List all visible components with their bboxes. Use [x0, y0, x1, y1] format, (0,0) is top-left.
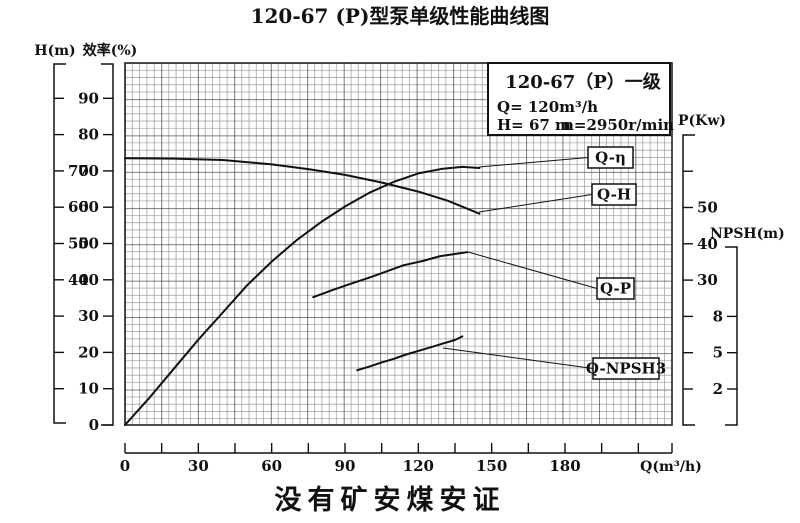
q-tick-label: 0: [120, 457, 130, 475]
spec-head-text: H= 67 m: [497, 116, 571, 134]
efficiency-axis-line: [101, 63, 114, 426]
curve-label-Q-P: Q-P: [600, 280, 631, 298]
page-title: 120-67 (P)型泵单级性能曲线图: [251, 4, 550, 28]
curve-Q-P: [312, 251, 469, 299]
power-axis-title: P(Kw): [678, 113, 726, 129]
efficiency-tick-label: 20: [78, 343, 99, 361]
q-tick-label: 180: [549, 457, 580, 475]
curve-label-box-Q-P: [596, 277, 635, 300]
efficiency-tick-label: 30: [78, 307, 99, 325]
power-tick-label: 50: [697, 199, 718, 217]
efficiency-tick-label: 90: [78, 89, 99, 107]
q-tick-label: 60: [261, 457, 282, 475]
flow-axis-title: Q(m³/h): [640, 459, 702, 475]
leader-Q-η: [478, 157, 589, 168]
curve-label-Q-H: Q-H: [597, 186, 631, 204]
head-tick-label: 60: [68, 198, 89, 216]
head-tick-label: 70: [68, 162, 89, 180]
efficiency-tick-label: 40: [78, 271, 99, 289]
plot-border: [124, 62, 673, 426]
spec-speed-text: n=2950r/min: [563, 116, 674, 134]
power-tick-label: 30: [697, 271, 718, 289]
q-tick-label: 120: [403, 457, 434, 475]
curve-Q-H: [124, 157, 481, 215]
npsh-axis-line: [725, 246, 738, 426]
watermark-text: 没有矿安煤安证: [275, 484, 506, 516]
efficiency-axis-title: 效率(%): [83, 42, 138, 59]
npsh-tick-label: 2: [713, 380, 723, 398]
npsh-tick-label: 5: [713, 344, 723, 362]
efficiency-tick-label: 80: [78, 126, 99, 144]
q-tick-label: 150: [476, 457, 507, 475]
head-tick-label: 40: [68, 271, 89, 289]
curve-Q-η: [124, 165, 481, 426]
leader-Q-H: [478, 194, 593, 213]
curve-Q-NPSH3: [356, 335, 464, 372]
head-tick-label: 50: [68, 235, 89, 253]
efficiency-tick-label: 70: [78, 162, 99, 180]
curve-label-box-Q-η: [587, 146, 634, 169]
spec-model-text: 120-67（P）一级: [505, 71, 662, 93]
curve-label-Q-η: Q-η: [595, 149, 626, 167]
leader-Q-NPSH3: [442, 347, 594, 369]
q-tick-label: 90: [335, 457, 356, 475]
efficiency-tick-label: 50: [78, 235, 99, 253]
npsh-tick-label: 8: [713, 307, 723, 325]
efficiency-tick-label: 0: [89, 416, 99, 434]
efficiency-tick-label: 10: [78, 380, 99, 398]
curve-label-Q-NPSH3: Q-NPSH3: [586, 360, 666, 378]
curve-label-box-Q-NPSH3: [592, 357, 660, 380]
power-tick-label: 40: [697, 235, 718, 253]
curve-label-box-Q-H: [591, 183, 637, 206]
efficiency-tick-label: 60: [78, 198, 99, 216]
leader-Q-P: [467, 251, 598, 289]
q-tick-label: 30: [188, 457, 209, 475]
head-axis-title: H(m): [34, 43, 75, 59]
npsh-axis-title: NPSH(m): [710, 226, 785, 242]
spec-info-box-frame: [487, 62, 671, 136]
spec-info-box: 120-67（P）一级 Q= 120m³/h H= 67 m n=2950r/m…: [487, 62, 674, 136]
spec-flow-text: Q= 120m³/h: [497, 98, 598, 116]
